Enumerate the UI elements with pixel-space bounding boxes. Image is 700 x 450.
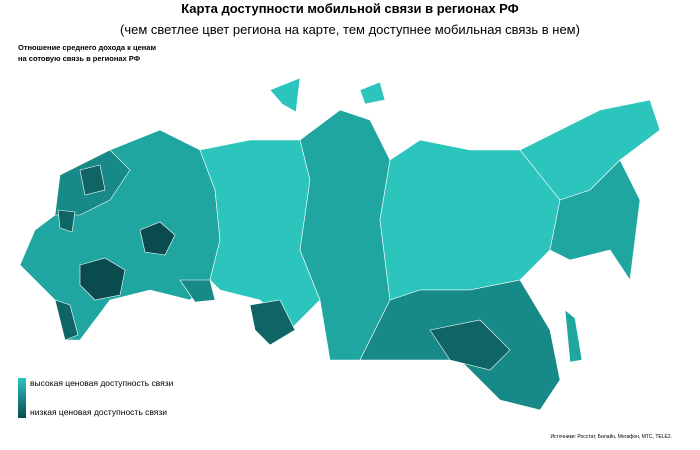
title: Карта доступности мобильной связи в реги… [181, 1, 519, 16]
region [54, 299, 79, 341]
region [379, 139, 561, 301]
region [249, 299, 296, 346]
region [429, 319, 511, 371]
source: Источники: Росстат, Билайн, Мегафон, МТС… [550, 433, 672, 440]
legend-high: высокая ценовая доступность связи [30, 378, 174, 388]
region [299, 109, 391, 361]
region [139, 221, 176, 256]
region [564, 309, 583, 363]
legend-title: Отношение среднего дохода к ценам [18, 43, 156, 52]
region [79, 257, 126, 301]
region [269, 77, 301, 113]
legend-title: на сотовую связь в регионах РФ [18, 54, 141, 63]
region [359, 81, 386, 105]
region [57, 209, 76, 233]
subtitle: (чем светлее цвет региона на карте, тем … [120, 22, 580, 37]
legend-low: низкая ценовая доступность связи [30, 407, 167, 417]
region [79, 164, 106, 196]
region [179, 279, 216, 303]
legend-scale [18, 378, 26, 418]
region [549, 159, 641, 281]
map [19, 77, 661, 411]
